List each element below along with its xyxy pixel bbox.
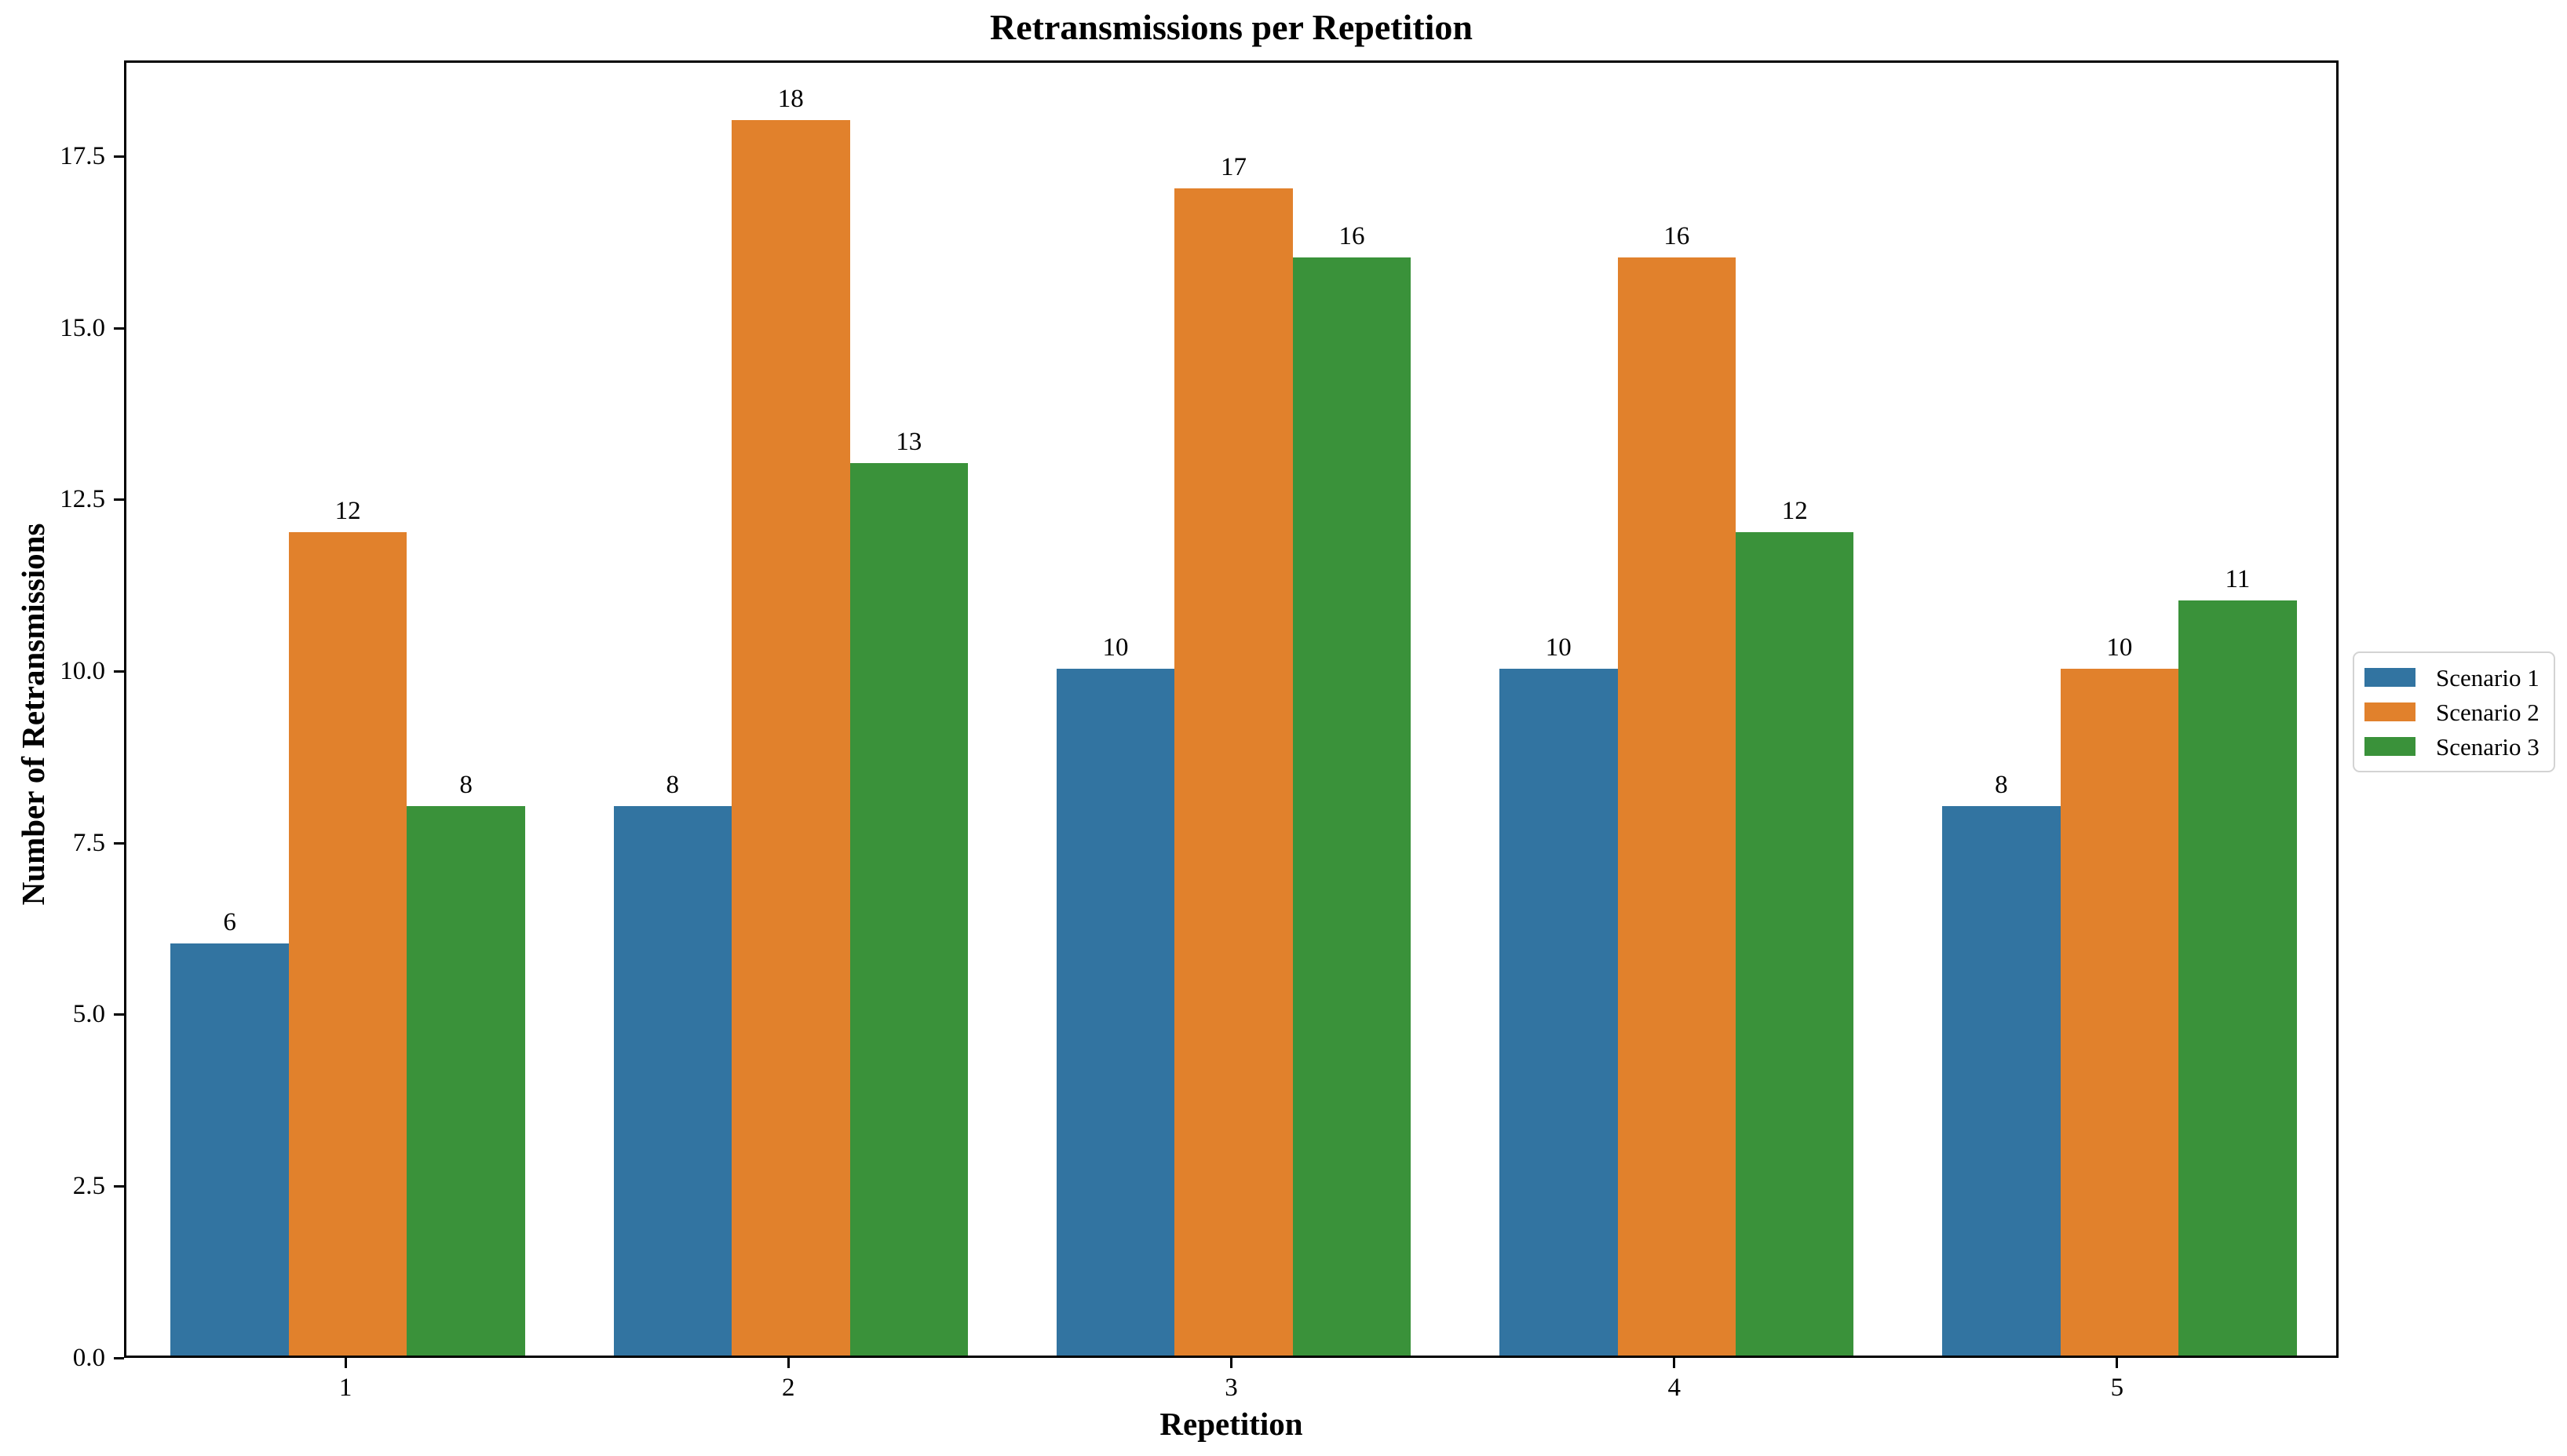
legend-item-label: Scenario 3 [2436,732,2540,761]
y-tick-mark [114,670,124,673]
x-tick-label: 1 [338,1374,352,1402]
y-tick-mark [114,841,124,845]
bar-scenario-2-rep-2 [732,119,850,1356]
bar-value-label: 17 [1221,153,1247,182]
y-axis-label: Number of Retransmissions [15,523,51,906]
bar-scenario-3-rep-2 [849,463,968,1356]
legend-swatch-scenario-2 [2364,702,2415,721]
bar-scenario-2-rep-1 [288,531,407,1356]
y-tick-mark [114,498,124,502]
y-tick-mark [114,1356,124,1359]
bar-value-label: 8 [666,771,680,800]
y-tick-label: 0.0 [72,1343,105,1372]
legend-swatch-scenario-3 [2364,737,2415,756]
x-tick-label: 5 [2110,1374,2124,1402]
y-tick-label: 12.5 [60,485,105,514]
bar-scenario-1-rep-3 [1056,669,1175,1356]
x-tick-mark [1673,1358,1676,1368]
bar-value-label: 10 [2106,633,2133,662]
bar-value-label: 12 [1781,496,1808,525]
bar-scenario-2-rep-4 [1617,257,1736,1356]
x-tick-label: 4 [1667,1374,1681,1402]
x-tick-mark [2116,1358,2119,1368]
x-axis-label: Repetition [1159,1406,1303,1442]
bar-value-label: 10 [1102,633,1129,662]
bar-value-label: 10 [1545,633,1572,662]
bar-scenario-1-rep-4 [1499,669,1618,1356]
bar-value-label: 16 [1338,221,1365,250]
y-tick-mark [114,1184,124,1188]
legend-item-scenario-2: Scenario 2 [2354,695,2554,729]
plot-area: 6 12 8 8 18 13 10 17 16 10 16 12 8 10 11 [124,60,2339,1358]
legend-item-label: Scenario 1 [2436,663,2540,692]
y-tick-mark [114,1013,124,1016]
y-tick-label: 7.5 [72,828,105,857]
y-tick-label: 10.0 [60,656,105,685]
y-tick-label: 5.0 [72,1000,105,1029]
bar-value-label: 8 [1995,771,2008,800]
y-tick-label: 15.0 [60,313,105,342]
x-tick-label: 3 [1225,1374,1238,1402]
x-tick-mark [787,1358,790,1368]
bar-scenario-2-rep-3 [1174,188,1293,1356]
bar-value-label: 18 [777,84,804,113]
bar-scenario-3-rep-5 [2178,600,2297,1356]
chart-title: Retransmissions per Repetition [989,7,1473,47]
bar-value-label: 12 [334,496,361,525]
bar-scenario-2-rep-5 [2060,669,2179,1356]
bar-scenario-1-rep-5 [1942,806,2061,1356]
y-tick-mark [114,155,124,158]
bar-value-label: 16 [1663,221,1690,250]
y-tick-mark [114,327,124,330]
y-tick-label: 2.5 [72,1171,105,1200]
x-tick-mark [344,1358,347,1368]
legend-item-scenario-1: Scenario 1 [2354,660,2554,695]
y-tick-label: 17.5 [60,141,105,170]
legend-item-scenario-3: Scenario 3 [2354,729,2554,764]
legend: Scenario 1 Scenario 2 Scenario 3 [2353,651,2555,772]
bar-scenario-1-rep-2 [613,806,732,1356]
bar-value-label: 8 [459,771,473,800]
x-tick-mark [1230,1358,1232,1368]
legend-item-label: Scenario 2 [2436,698,2540,726]
bar-scenario-3-rep-1 [407,806,525,1356]
bar-value-label: 11 [2225,564,2251,593]
bar-value-label: 13 [896,428,922,456]
x-tick-label: 2 [782,1374,795,1402]
bar-scenario-3-rep-3 [1292,257,1411,1356]
bar-scenario-3-rep-4 [1735,531,1854,1356]
bar-scenario-1-rep-1 [170,943,289,1356]
bar-value-label: 6 [223,908,236,937]
legend-swatch-scenario-1 [2364,668,2415,687]
